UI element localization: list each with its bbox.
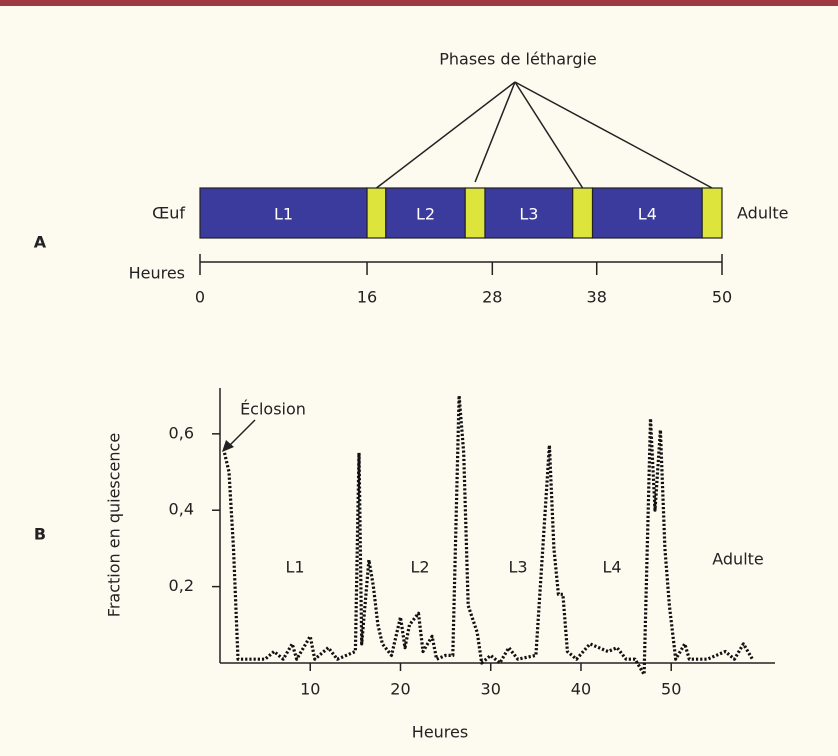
stage-label: L4 <box>638 205 657 224</box>
stage-label: Adulte <box>712 550 764 569</box>
x-tick-label: 20 <box>390 680 410 699</box>
x-tick-label: 28 <box>482 288 502 307</box>
axis-title: Heures <box>412 723 468 742</box>
stage-segment <box>572 187 594 239</box>
end-label: Adulte <box>737 204 789 223</box>
panel-label: A <box>34 233 47 252</box>
x-tick-label: 0 <box>195 288 205 307</box>
top-rule <box>0 0 838 6</box>
start-label: Œuf <box>152 204 185 223</box>
pointer-line <box>474 81 516 183</box>
pointer-line <box>375 81 516 189</box>
stage-label: L3 <box>508 558 527 577</box>
x-tick-label: 50 <box>661 680 681 699</box>
annotation: Phases de léthargie <box>439 50 597 69</box>
pointer-line <box>514 81 713 189</box>
axis-title: Fraction en quiescence <box>105 433 124 617</box>
stage-label: L1 <box>274 205 293 224</box>
panel-label: B <box>34 525 46 544</box>
stage-segment <box>484 187 574 239</box>
y-tick-label: 0,4 <box>169 500 194 519</box>
y-tick-label: 0,6 <box>169 423 194 442</box>
stage-segment <box>366 187 387 239</box>
x-tick-label: 30 <box>481 680 501 699</box>
axis-title: Heures <box>129 264 185 283</box>
arrow <box>226 419 256 449</box>
stage-label: L1 <box>285 558 304 577</box>
stage-segment <box>464 187 486 239</box>
stage-segment <box>199 187 368 239</box>
x-tick-label: 38 <box>587 288 607 307</box>
stage-segment <box>385 187 466 239</box>
stage-label: L2 <box>410 558 429 577</box>
arrow-head <box>222 440 234 452</box>
y-tick-label: 0,2 <box>169 576 194 595</box>
annotation: Éclosion <box>240 400 306 419</box>
pointer-line <box>514 81 584 189</box>
stage-label: L3 <box>519 205 538 224</box>
stage-segment <box>591 187 703 239</box>
data-line <box>222 394 754 677</box>
x-tick-label: 16 <box>357 288 377 307</box>
stage-label: L2 <box>416 205 435 224</box>
x-tick-label: 10 <box>300 680 320 699</box>
stage-segment <box>701 187 723 239</box>
x-tick-label: 40 <box>571 680 591 699</box>
x-tick-label: 50 <box>712 288 732 307</box>
stage-label: L4 <box>602 558 621 577</box>
